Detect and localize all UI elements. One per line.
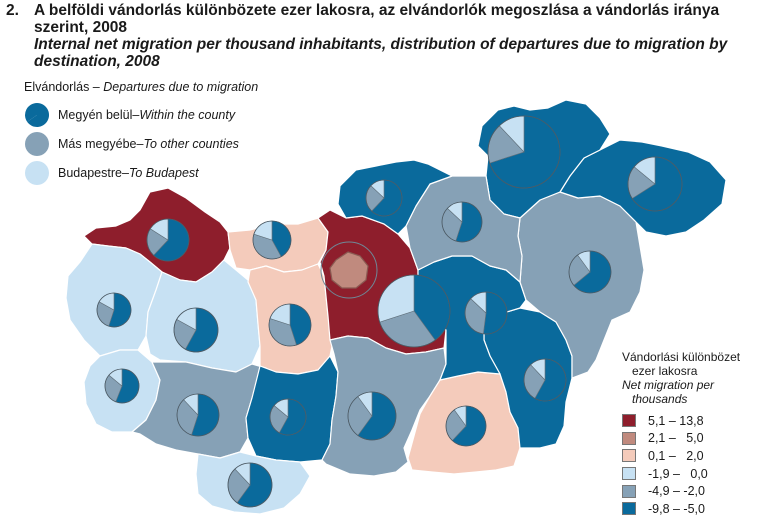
title-en: Internal net migration per thousand inha… (34, 36, 728, 70)
scale-class-label: -1,9 – 0,0 (648, 466, 708, 481)
county-pie-chart (268, 303, 312, 347)
pie-outline (365, 179, 403, 217)
pie-legend-label-hu: Más megyébe (58, 136, 137, 151)
scale-title-en-1: Net migration per (622, 378, 715, 392)
pie-outline (487, 115, 561, 189)
scale-class: 2,1 – 5,0 (622, 430, 740, 448)
scale-swatch (622, 449, 636, 463)
county-pie-chart (227, 462, 273, 508)
pie-outline (96, 292, 132, 328)
pie-swatch-within-icon (25, 102, 50, 127)
county-pie-chart (173, 307, 219, 353)
pie-outline (268, 303, 312, 347)
scale-title: Vándorlási különbözet ezer lakosra Net m… (622, 350, 740, 406)
scale-class: 0,1 – 2,0 (622, 447, 740, 465)
title-hu: A belföldi vándorlás különbözete ezer la… (34, 2, 720, 36)
county-pie-chart (252, 220, 292, 260)
scale-swatch (622, 414, 636, 428)
pie-outline (252, 220, 292, 260)
pie-legend-label-hu: Budapestre (58, 165, 122, 180)
pie-legend-item-within: Megyén belül – Within the county (24, 100, 258, 129)
pie-legend-sep: – (121, 165, 129, 180)
pie-legend-label-en: To Budapest (128, 165, 199, 180)
pie-outline (568, 250, 612, 294)
scale-class-label: -9,8 – -5,0 (648, 501, 705, 516)
scale-title-hu-1: Vándorlási különbözet (622, 350, 741, 364)
pie-swatch-budapest-icon (25, 160, 49, 185)
region-budapest (329, 251, 369, 289)
scale-class: -1,9 – 0,0 (622, 465, 740, 483)
county-pie-chart (269, 398, 307, 436)
pie-legend-label-en: To other counties (143, 136, 239, 151)
chart-title: 2. A belföldi vándorlás különbözete ezer… (6, 2, 776, 70)
county-pie-chart (445, 405, 487, 447)
title-number: 2. (6, 2, 19, 19)
county-pie-chart (441, 201, 483, 243)
pie-outline (464, 291, 508, 335)
county-pie-chart (523, 358, 567, 402)
budapest-outline (320, 241, 378, 299)
pie-legend-title-hu: Elvándorlás (24, 80, 90, 94)
pie-legend-sep: – (136, 136, 144, 151)
pie-legend-sep: – (132, 107, 140, 122)
scale-class-label: -4,9 – -2,0 (648, 484, 705, 499)
scale-swatch (622, 502, 636, 516)
pie-legend-label-en: Within the county (139, 107, 236, 122)
pie-outline (627, 156, 683, 212)
county-pie-chart (627, 156, 683, 212)
pie-outline (377, 274, 451, 348)
pie-legend-title-en: Departures due to migration (103, 80, 259, 94)
county-pie-chart (96, 292, 132, 328)
scale-class-label: 5,1 – 13,8 (648, 413, 704, 428)
pie-legend: Elvándorlás – Departures due to migratio… (24, 80, 258, 187)
scale-swatch (622, 484, 636, 498)
county-pie-chart (104, 368, 140, 404)
pie-legend-title: Elvándorlás – Departures due to migratio… (24, 80, 258, 94)
county-pie-chart (464, 291, 508, 335)
county-pie-chart (487, 115, 561, 189)
scale-class: -9,8 – -5,0 (622, 500, 740, 518)
pie-legend-label-hu: Megyén belül (58, 107, 133, 122)
scale-swatch (622, 431, 636, 445)
pie-swatch-other-icon (25, 131, 49, 156)
scale-swatch (622, 467, 636, 481)
pie-outline (441, 201, 483, 243)
pie-charts (96, 115, 683, 508)
pie-outline (227, 462, 273, 508)
scale-class: -4,9 – -2,0 (622, 482, 740, 500)
scale-class-label: 0,1 – 2,0 (648, 448, 704, 463)
scale-class: 5,1 – 13,8 (622, 412, 740, 430)
county-pie-chart (146, 218, 190, 262)
pie-outline (176, 393, 220, 437)
county-pie-chart (568, 250, 612, 294)
pie-legend-item-budapest: Budapestre – To Budapest (24, 158, 258, 187)
scale-title-en-2: thousands (632, 392, 688, 406)
pie-legend-title-sep: – (89, 80, 104, 94)
net-migration-legend: Vándorlási különbözet ezer lakosra Net m… (622, 350, 740, 518)
county-pie-chart (377, 274, 451, 348)
pie-outline (347, 391, 397, 441)
county-pie-chart (365, 179, 403, 217)
scale-title-hu-2: ezer lakosra (632, 364, 698, 378)
scale-class-label: 2,1 – 5,0 (648, 431, 704, 446)
pie-outline (445, 405, 487, 447)
pie-outline (146, 218, 190, 262)
county-pie-chart (347, 391, 397, 441)
pie-outline (269, 398, 307, 436)
pie-outline (104, 368, 140, 404)
county-pie-chart (176, 393, 220, 437)
pie-legend-item-other: Más megyébe – To other counties (24, 129, 258, 158)
pie-outline (173, 307, 219, 353)
pie-outline (523, 358, 567, 402)
